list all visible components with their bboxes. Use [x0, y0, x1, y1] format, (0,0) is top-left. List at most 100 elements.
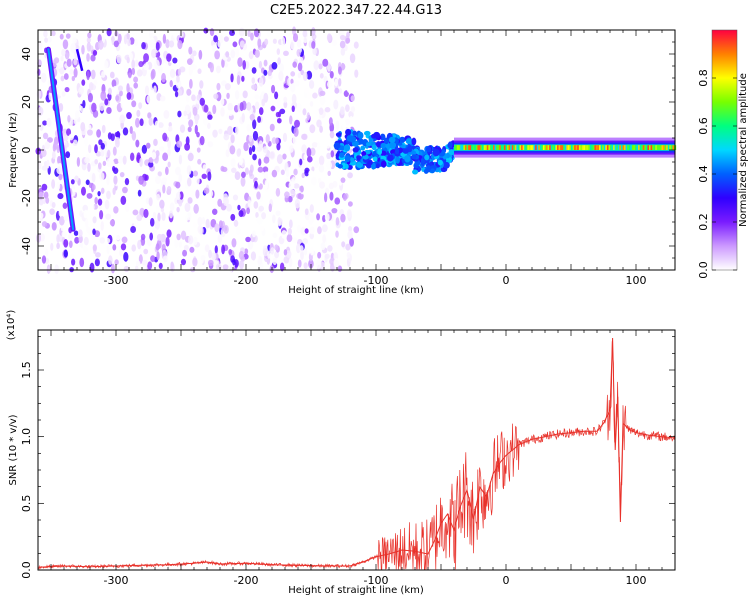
heatmap-cell [335, 230, 339, 238]
heatmap-cell [346, 135, 354, 142]
heatmap-cell [74, 209, 78, 216]
heatmap-cell [293, 33, 299, 43]
heatmap-cell [480, 145, 483, 150]
heatmap-cell [319, 73, 324, 79]
snr-xlabel: Height of straight line (km) [288, 585, 424, 596]
heatmap-cell [356, 155, 362, 160]
heatmap-cell [37, 106, 44, 116]
heatmap-cell [258, 77, 264, 87]
heatmap-cell [644, 145, 647, 150]
x-tick-label: -300 [104, 274, 129, 287]
heatmap-cell [344, 155, 351, 163]
heatmap-cell [151, 227, 158, 233]
heatmap-cell [73, 230, 79, 236]
heatmap-cell [341, 241, 346, 248]
heatmap-cell [233, 219, 239, 227]
heatmap-cell [178, 199, 183, 207]
x-tick-label: -300 [104, 574, 129, 587]
heatmap-cell [217, 211, 222, 218]
heatmap-cell [316, 259, 322, 270]
heatmap-cell [204, 53, 210, 60]
heatmap-cell [251, 67, 257, 74]
heatmap-cell [239, 260, 244, 270]
heatmap-cell [642, 145, 645, 150]
heatmap-cell [179, 124, 186, 133]
heatmap-cell [311, 40, 316, 49]
heatmap-cell [138, 60, 144, 68]
heatmap-trace [75, 48, 84, 72]
heatmap-cell [54, 264, 59, 275]
heatmap-cell [263, 59, 268, 67]
heatmap-cell [151, 151, 157, 160]
heatmap-cell [192, 50, 197, 57]
heatmap-cell [228, 249, 233, 255]
heatmap-cell [68, 82, 74, 91]
heatmap-cell [572, 145, 575, 150]
heatmap-cell [477, 145, 480, 150]
heatmap-cell [502, 145, 505, 150]
heatmap-cell [53, 140, 58, 151]
heatmap-cell [214, 50, 221, 60]
heatmap-cell [74, 110, 80, 120]
heatmap-cell [344, 118, 351, 126]
heatmap-cell [342, 120, 346, 131]
heatmap-cell [173, 31, 177, 39]
heatmap-cell [253, 28, 260, 38]
heatmap-cell [183, 110, 188, 117]
heatmap-cell [192, 222, 197, 228]
heatmap-cell [510, 145, 513, 150]
heatmap-cell [275, 137, 279, 145]
heatmap-cell [59, 66, 65, 75]
heatmap-cell [122, 127, 129, 136]
heatmap-cell [411, 137, 417, 146]
heatmap-cell [560, 145, 563, 150]
heatmap-cell [309, 101, 314, 107]
heatmap-cell [62, 39, 69, 50]
heatmap-cell [175, 166, 181, 176]
heatmap-cell [106, 244, 110, 255]
heatmap-cell [161, 72, 166, 83]
heatmap-cell [468, 145, 471, 150]
heatmap-cell [84, 138, 88, 146]
heatmap-cell [530, 145, 533, 150]
heatmap-cell [61, 231, 67, 238]
heatmap-cell [43, 191, 49, 199]
heatmap-cell [318, 63, 323, 70]
heatmap-cell [90, 54, 96, 62]
heatmap-cell [77, 104, 82, 111]
heatmap-cell [214, 245, 218, 254]
heatmap-cell [316, 213, 321, 221]
y-tick-label: 0 [20, 147, 33, 154]
heatmap-cell [276, 154, 283, 165]
heatmap-cell [511, 145, 514, 150]
heatmap-cell [264, 38, 269, 46]
heatmap-cell [241, 171, 246, 178]
heatmap-cell [163, 110, 170, 119]
heatmap-cell [167, 261, 171, 269]
heatmap-cell [326, 152, 332, 160]
heatmap-cell [178, 154, 183, 165]
heatmap-cell [135, 260, 141, 267]
heatmap-cell [159, 95, 166, 102]
heatmap-cell [236, 74, 241, 85]
heatmap-cell [180, 258, 186, 266]
heatmap-cell [39, 212, 44, 219]
heatmap-cell [263, 69, 268, 76]
heatmap-cell [293, 80, 300, 87]
heatmap-cell [195, 175, 200, 186]
heatmap-cell [91, 172, 96, 183]
heatmap-cell [279, 262, 285, 272]
heatmap-cell [187, 152, 194, 162]
heatmap-cell [122, 186, 128, 194]
snr-frame [37, 329, 676, 571]
heatmap-cell [63, 106, 69, 116]
heatmap-cell [266, 30, 272, 37]
colorbar-tick-label: 0.0 [697, 261, 710, 279]
heatmap-cell [56, 181, 61, 190]
heatmap-cell [274, 251, 280, 259]
heatmap-cell [222, 264, 229, 270]
heatmap-cell [337, 164, 343, 169]
heatmap-cell [272, 38, 277, 44]
heatmap-cell [653, 145, 656, 150]
heatmap-cell [299, 245, 304, 253]
